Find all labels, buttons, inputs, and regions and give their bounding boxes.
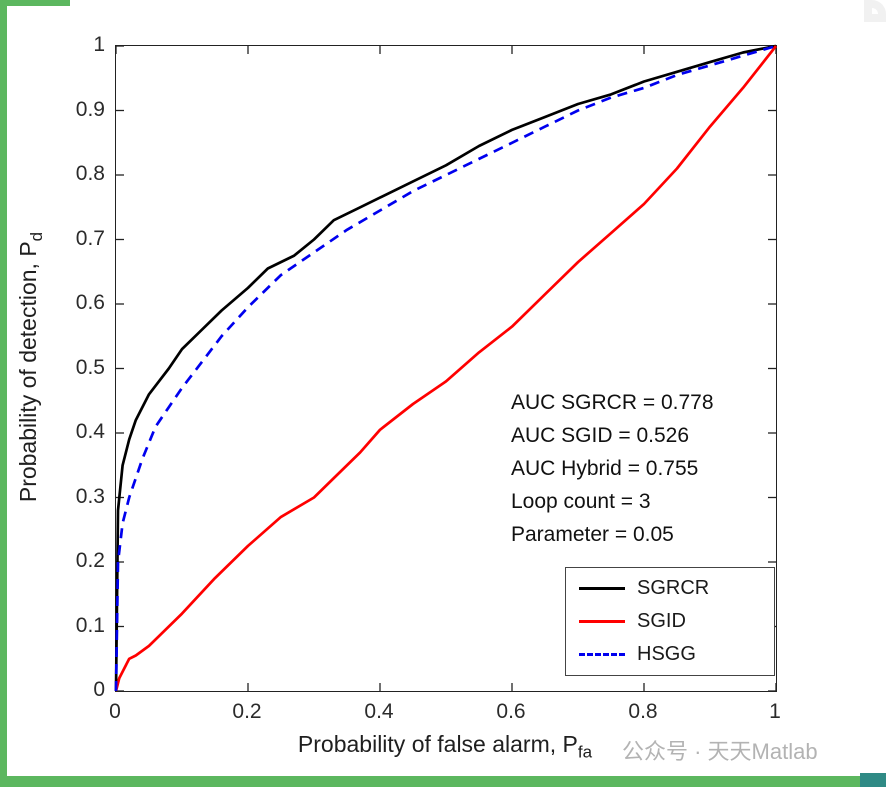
y-tick-label: 0.1 — [75, 613, 105, 637]
y-axis-label-text: Probability of detection, P — [15, 241, 42, 503]
legend-line-sample — [579, 587, 625, 590]
series-line-sgid — [114, 45, 778, 692]
x-axis-label-text: Probability of false alarm, P — [297, 731, 578, 757]
y-tick-label: 0.5 — [75, 355, 105, 379]
annotation-line: Loop count = 3 — [511, 490, 651, 513]
legend-item-sgid: SGID — [566, 610, 774, 633]
y-tick-label: 0.2 — [75, 549, 105, 572]
window-edge-bottom — [0, 776, 886, 787]
window-corner-round — [864, 0, 886, 22]
window-edge-left — [0, 0, 7, 787]
annotation-line: Parameter = 0.05 — [511, 523, 674, 546]
y-axis-label-subscript: d — [26, 231, 46, 242]
x-tick-label: 0.2 — [232, 700, 262, 723]
legend-label: HSGG — [637, 643, 696, 665]
watermark-text: 公众号 · 天天Matlab — [622, 739, 818, 764]
legend-label: SGRCR — [637, 577, 710, 599]
y-tick-label: 0.8 — [75, 162, 105, 185]
window-edge-top-left — [0, 0, 70, 6]
x-axis-label-subscript: fa — [577, 742, 593, 762]
window-corner-teal — [860, 773, 886, 787]
plot-area — [114, 44, 778, 692]
y-tick-label: 0.6 — [75, 291, 105, 314]
x-tick-label: 0.8 — [628, 700, 658, 723]
x-tick-label: 1 — [769, 700, 781, 723]
y-tick-label: 0.9 — [75, 97, 105, 121]
annotation-line: AUC SGID = 0.526 — [511, 424, 689, 447]
legend-item-sgrcr: SGRCR — [566, 577, 774, 600]
legend-item-hsgg: HSGG — [566, 643, 774, 666]
y-axis-label: Probability of detection, Pd — [15, 232, 47, 502]
y-tick-label: 0 — [93, 678, 105, 701]
y-tick-label: 1 — [93, 33, 105, 56]
annotation-block: AUC SGRCR = 0.778 AUC SGID = 0.526 AUC Hyb… — [511, 386, 714, 551]
x-axis-label: Probability of false alarm, Pfa — [115, 731, 775, 763]
y-tick-label: 0.7 — [75, 226, 105, 250]
legend: SGRCR SGID HSGG — [565, 567, 775, 676]
y-tick-label: 0.3 — [75, 484, 105, 508]
x-tick-label: 0.6 — [496, 700, 526, 723]
annotation-line: AUC Hybrid = 0.755 — [511, 457, 699, 480]
legend-label: SGID — [637, 610, 686, 632]
y-tick-label: 0.4 — [75, 420, 105, 443]
series-line-hsgg — [114, 44, 777, 692]
x-tick-label: 0.4 — [364, 700, 394, 723]
legend-line-sample — [579, 653, 625, 656]
series-line-sgrcr — [114, 44, 777, 692]
curves-svg — [114, 44, 778, 692]
legend-line-sample — [579, 620, 625, 623]
annotation-line: AUC SGRCR = 0.778 — [511, 391, 714, 414]
x-tick-label: 0 — [109, 700, 121, 723]
